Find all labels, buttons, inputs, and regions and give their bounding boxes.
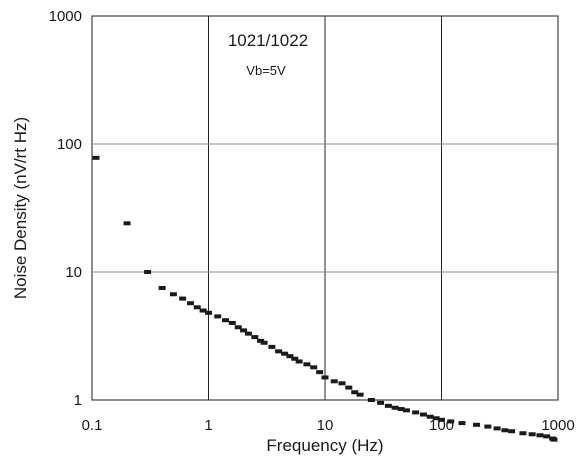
data-point bbox=[528, 432, 536, 437]
data-point bbox=[295, 359, 303, 364]
data-point bbox=[275, 349, 283, 354]
data-point bbox=[303, 362, 311, 367]
data-point bbox=[214, 314, 222, 319]
data-point bbox=[519, 431, 527, 436]
data-point bbox=[222, 318, 230, 323]
data-point bbox=[92, 155, 100, 160]
data-point bbox=[244, 331, 252, 336]
x-tick-label: 1000 bbox=[541, 417, 574, 434]
data-point bbox=[240, 328, 248, 333]
x-tick-label: 1 bbox=[204, 417, 212, 434]
data-point bbox=[419, 412, 427, 417]
data-points bbox=[92, 155, 558, 442]
y-axis-label: Noise Density (nV/rt Hz) bbox=[11, 117, 30, 299]
data-point bbox=[268, 344, 276, 349]
data-point bbox=[316, 370, 324, 375]
y-tick-labels: 1 10 100 1000 bbox=[49, 8, 82, 409]
data-point bbox=[438, 417, 445, 422]
data-point bbox=[391, 405, 399, 410]
data-point bbox=[351, 390, 359, 395]
x-axis-label: Frequency (Hz) bbox=[266, 436, 383, 455]
data-point bbox=[321, 375, 329, 380]
data-point bbox=[193, 305, 201, 310]
data-point bbox=[543, 434, 551, 439]
data-point bbox=[447, 419, 455, 424]
data-point bbox=[169, 292, 177, 297]
data-point bbox=[550, 437, 558, 442]
data-point bbox=[286, 354, 294, 359]
data-point bbox=[179, 296, 187, 301]
data-point bbox=[234, 325, 242, 330]
y-tick-label: 1000 bbox=[49, 8, 82, 25]
data-point bbox=[426, 414, 434, 419]
data-point bbox=[345, 385, 353, 390]
data-point bbox=[281, 351, 289, 356]
data-point bbox=[384, 403, 392, 408]
data-point bbox=[412, 410, 420, 415]
data-point bbox=[536, 433, 544, 438]
x-tick-label: 0.1 bbox=[82, 417, 103, 434]
data-point bbox=[432, 416, 440, 421]
data-point bbox=[251, 335, 259, 340]
annotation-device: 1021/1022 bbox=[228, 31, 308, 50]
data-point bbox=[158, 285, 166, 290]
x-tick-label: 10 bbox=[317, 417, 334, 434]
data-point bbox=[338, 381, 346, 386]
data-point bbox=[144, 270, 152, 274]
data-point bbox=[367, 398, 375, 402]
data-point bbox=[356, 392, 364, 397]
data-point bbox=[330, 379, 338, 384]
grid bbox=[92, 16, 558, 400]
y-tick-label: 10 bbox=[65, 264, 82, 281]
data-point bbox=[397, 407, 405, 412]
data-point bbox=[473, 422, 481, 427]
y-tick-label: 100 bbox=[57, 136, 82, 153]
data-point bbox=[402, 408, 410, 413]
data-point bbox=[123, 221, 131, 226]
data-point bbox=[501, 428, 509, 433]
y-tick-label: 1 bbox=[74, 392, 82, 409]
data-point bbox=[199, 308, 207, 313]
data-point bbox=[260, 340, 268, 345]
data-point bbox=[205, 310, 212, 315]
data-point bbox=[186, 301, 194, 306]
data-point bbox=[493, 426, 501, 431]
x-tick-labels: 0.1 1 10 100 1000 bbox=[82, 417, 575, 434]
data-point bbox=[377, 400, 385, 405]
data-point bbox=[484, 424, 492, 429]
data-point bbox=[508, 429, 516, 434]
annotation-bias: Vb=5V bbox=[246, 63, 286, 78]
data-point bbox=[291, 356, 299, 361]
data-point bbox=[310, 365, 318, 370]
data-point bbox=[228, 320, 236, 325]
data-point bbox=[458, 421, 466, 426]
